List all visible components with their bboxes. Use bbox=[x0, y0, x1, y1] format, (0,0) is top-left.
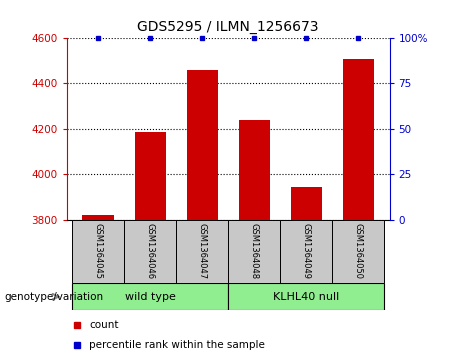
Bar bbox=[135, 132, 166, 220]
Bar bbox=[176, 220, 228, 283]
Title: GDS5295 / ILMN_1256673: GDS5295 / ILMN_1256673 bbox=[137, 20, 319, 34]
Text: GSM1364045: GSM1364045 bbox=[94, 223, 103, 280]
Bar bbox=[290, 187, 322, 220]
Bar bbox=[124, 220, 176, 283]
Text: GSM1364046: GSM1364046 bbox=[146, 223, 154, 280]
Bar bbox=[72, 283, 228, 310]
Bar bbox=[72, 220, 124, 283]
Bar bbox=[228, 220, 280, 283]
Text: GSM1364048: GSM1364048 bbox=[250, 223, 259, 280]
Text: GSM1364049: GSM1364049 bbox=[302, 223, 311, 280]
Text: genotype/variation: genotype/variation bbox=[5, 292, 104, 302]
Text: KLHL40 null: KLHL40 null bbox=[273, 292, 339, 302]
Bar bbox=[280, 220, 332, 283]
Bar bbox=[187, 70, 218, 220]
Bar bbox=[228, 283, 384, 310]
Bar bbox=[83, 215, 114, 220]
Bar bbox=[343, 58, 374, 220]
Text: GSM1364047: GSM1364047 bbox=[198, 223, 207, 280]
Bar bbox=[239, 120, 270, 220]
Bar bbox=[332, 220, 384, 283]
Text: percentile rank within the sample: percentile rank within the sample bbox=[89, 340, 266, 350]
Text: GSM1364050: GSM1364050 bbox=[354, 223, 363, 280]
Text: wild type: wild type bbox=[124, 292, 176, 302]
Text: count: count bbox=[89, 320, 119, 330]
